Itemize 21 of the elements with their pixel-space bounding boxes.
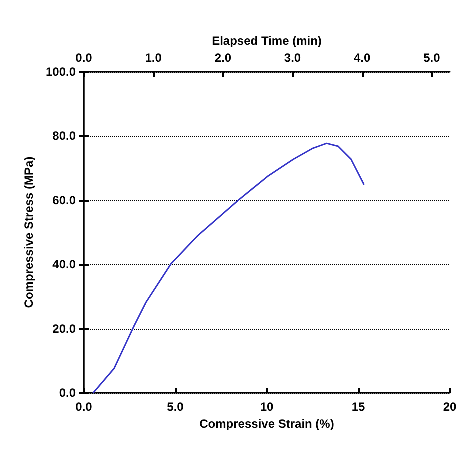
x-axis-title: Compressive Strain (%) [200, 416, 334, 431]
y-tick-label: 20.0 [52, 322, 76, 336]
x2-tick-label: 2.0 [214, 51, 232, 65]
x2-tick-label: 3.0 [284, 51, 302, 65]
x-tick-label: 5.0 [167, 400, 184, 414]
y-tick-label: 0.0 [59, 386, 76, 400]
x-tick-label: 10 [260, 400, 274, 414]
x-tick-label: 20 [443, 400, 457, 414]
x2-tick-label: 1.0 [145, 51, 162, 65]
line-series [92, 142, 365, 394]
x2-tick-label: 0.0 [76, 51, 93, 65]
x2-tick-label: 4.0 [354, 51, 371, 65]
y-tick-label: 80.0 [52, 129, 76, 144]
x-tick-label: 0.0 [76, 400, 93, 414]
x2-axis-title: Elapsed Time (min) [212, 34, 322, 48]
x-tick-label: 15 [352, 400, 366, 414]
y-tick-label: 100.0 [46, 65, 76, 79]
x2-tick-label: 5.0 [424, 51, 441, 65]
y-tick-label: 60.0 [52, 193, 76, 208]
y-tick-label: 40.0 [52, 258, 76, 272]
y-axis-title: Compressive Stress (MPa) [22, 156, 36, 308]
